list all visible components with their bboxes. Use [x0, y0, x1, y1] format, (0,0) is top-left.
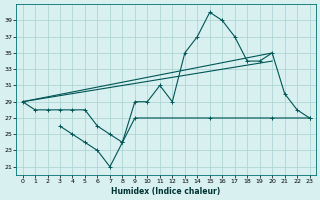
X-axis label: Humidex (Indice chaleur): Humidex (Indice chaleur)	[111, 187, 221, 196]
